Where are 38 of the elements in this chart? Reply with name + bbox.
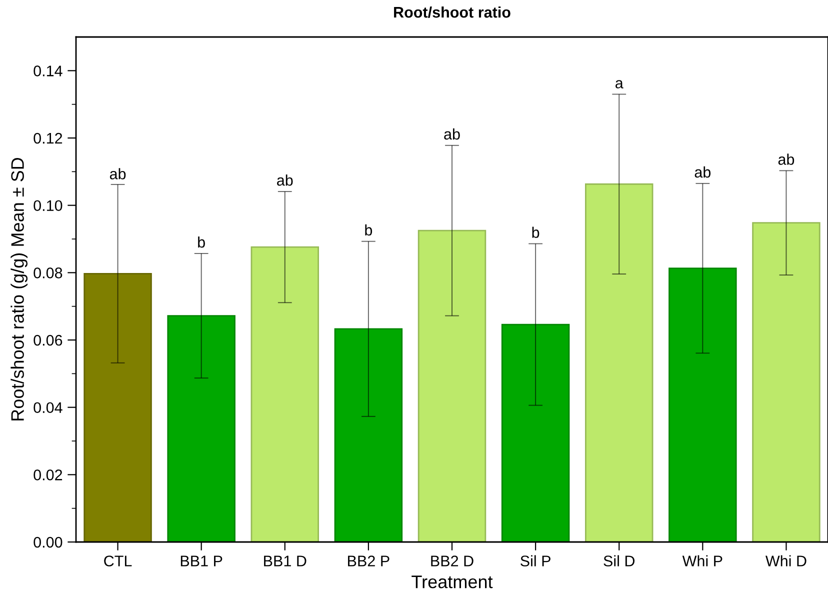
x-tick-label: BB2 D [431,556,474,566]
y-tick-label: 0.10 [34,200,62,212]
x-tick-label: BB2 P [348,556,390,566]
x-tick-label: Sil D [604,555,635,566]
y-tick-label: 0.14 [34,66,62,76]
annotation: a [616,80,624,88]
annotation: b [532,226,540,238]
bar [668,268,737,542]
annotation: ab [778,154,794,165]
y-tick-label: 0.02 [34,470,62,480]
annotation: ab [694,166,711,178]
annotation: ab [277,174,293,186]
bar [167,315,236,542]
y-tick-label: 0.12 [34,132,62,144]
annotation: b [198,236,205,248]
x-tick-label: BB1 P [180,556,222,566]
y-tick-label: 0.04 [34,402,62,414]
annotation: b [365,224,372,236]
bar [418,230,486,542]
chart-title: Root/shoot ratio [394,6,510,18]
x-tick-label: Whi P [682,555,722,566]
annotation: ab [110,168,126,180]
x-tick-label: Whi D [765,555,806,566]
bar [584,183,654,542]
annotation: ab [444,128,460,140]
bar [501,324,570,542]
y-tick-label: 0.08 [34,268,62,278]
bar [250,246,320,542]
y-axis-title: Root/shoot ratio (g/g) Mean ± SD [10,158,28,420]
y-tick-label: 0.00 [34,536,62,548]
x-tick-label: CTL [104,556,132,566]
x-tick-label: Sil P [520,555,550,566]
y-tick-label: 0.06 [34,334,62,346]
x-tick-label: BB1 D [264,556,306,566]
bar [752,222,820,542]
bar [334,328,403,542]
bar [84,272,152,542]
x-axis-title: Treatment [412,576,493,588]
